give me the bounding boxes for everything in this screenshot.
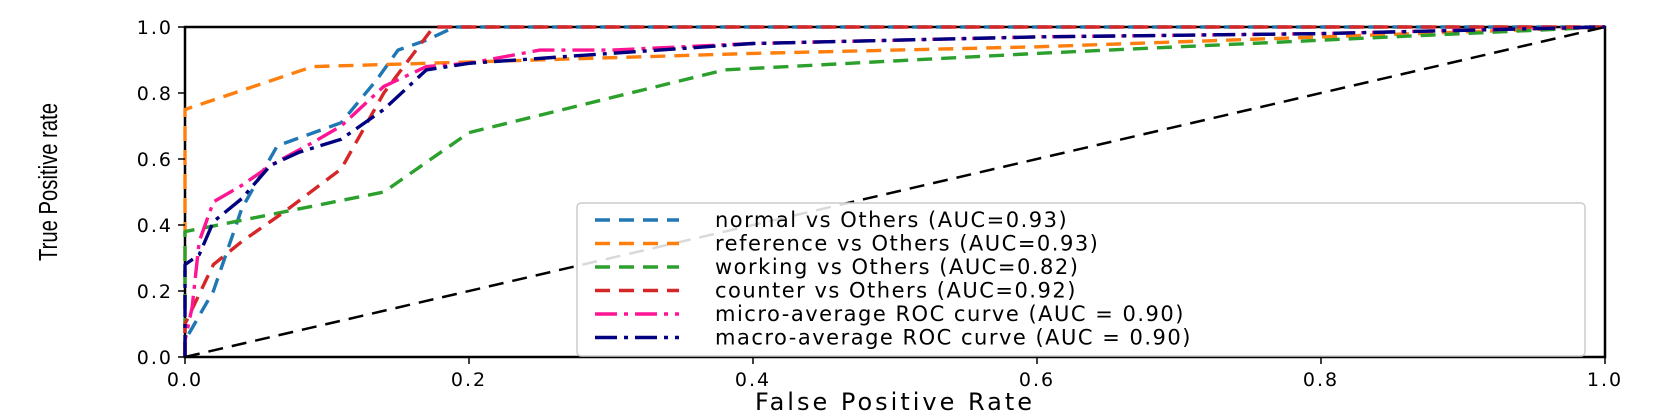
chance-diagonal-line	[184, 25, 1606, 359]
y-tick-label: 0.0	[137, 347, 173, 369]
axis-ticks: 0.0 0.2 0.4 0.6 0.8 1.0 0.0 0.2 0.4 0.6 0.8 1.0	[137, 17, 1623, 391]
series-line-1	[183, 25, 1606, 357]
y-tick-label: 0.6	[137, 149, 173, 171]
series-lines	[183, 25, 1606, 359]
legend-box	[576, 202, 1586, 357]
x-tick-label: 0.6	[1019, 369, 1055, 391]
legend-entry-label: reference vs Others (AUC=0.93)	[715, 232, 1099, 256]
legend: normal vs Others (AUC=0.93)reference vs …	[576, 202, 1586, 357]
y-tick-label: 0.2	[137, 281, 173, 303]
legend-entry-label: macro-average ROC curve (AUC = 0.90)	[715, 326, 1192, 350]
legend-entry-label: normal vs Others (AUC=0.93)	[715, 208, 1068, 232]
series-line-4	[183, 25, 1606, 357]
x-axis-label: False Positive Rate	[755, 388, 1035, 416]
series-line-3	[183, 25, 1605, 357]
x-tick-label: 0.0	[167, 369, 203, 391]
y-axis-label: True Positive rate	[34, 103, 63, 261]
x-tick-label: 0.4	[735, 369, 771, 391]
legend-entry-label: working vs Others (AUC=0.82)	[715, 255, 1079, 279]
series-line-0	[183, 25, 1605, 357]
y-tick-label: 0.4	[137, 215, 173, 237]
series-line-2	[183, 25, 1606, 357]
legend-entry-label: counter vs Others (AUC=0.92)	[715, 279, 1077, 303]
y-tick-label: 1.0	[137, 17, 173, 39]
legend-entry-label: micro-average ROC curve (AUC = 0.90)	[715, 302, 1185, 326]
series-line-5	[183, 25, 1606, 357]
x-tick-label: 0.8	[1303, 369, 1339, 391]
x-tick-label: 0.2	[451, 369, 487, 391]
x-tick-label: 1.0	[1587, 369, 1623, 391]
y-tick-label: 0.8	[137, 83, 173, 105]
